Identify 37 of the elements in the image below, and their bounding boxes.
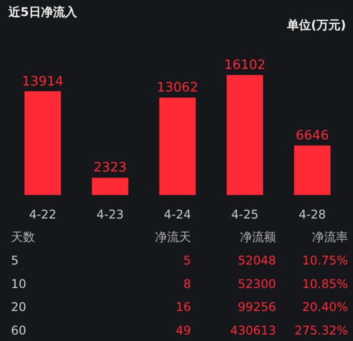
bar (294, 145, 330, 195)
bar (92, 178, 128, 195)
text: 10.75% (302, 253, 348, 268)
data-label: 16102 (224, 58, 266, 73)
text: 8 (183, 276, 191, 291)
text: 净流天 (155, 230, 191, 244)
text: 20 (11, 300, 26, 314)
text: 16 (176, 300, 191, 314)
bar (24, 91, 61, 195)
bar (159, 98, 196, 195)
text: 49 (176, 324, 191, 338)
data-label: 2323 (94, 160, 127, 176)
text: 天数 (11, 230, 35, 244)
text: 275.32% (294, 324, 348, 338)
bar (226, 75, 264, 195)
text: 净流额 (240, 230, 276, 244)
text: 净流率 (312, 230, 348, 244)
data-label: 13062 (156, 80, 198, 96)
data-label: 6646 (296, 128, 329, 144)
text: 60 (11, 324, 26, 338)
text: 10 (11, 276, 26, 291)
chart-subtitle: 单位(万元) (286, 18, 346, 32)
text: 52048 (238, 253, 276, 268)
text: 5 (11, 253, 19, 268)
chart-title: 近5日净流入 (8, 5, 78, 19)
text: 10.85% (302, 276, 348, 291)
x-tick-label: 4-28 (298, 208, 326, 222)
text: 99256 (238, 300, 276, 314)
text: 430613 (230, 324, 276, 338)
data-label: 13914 (22, 74, 64, 90)
x-tick-label: 4-23 (96, 208, 124, 222)
text: 5 (183, 253, 191, 268)
x-tick-label: 4-25 (231, 208, 259, 222)
x-tick-label: 4-24 (164, 208, 192, 222)
x-tick-label: 4-22 (29, 208, 56, 222)
text: 20.40% (302, 300, 348, 314)
text: 52300 (238, 276, 276, 291)
